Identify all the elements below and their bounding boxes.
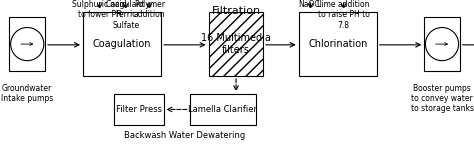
Text: Lime addition
to raise PH to
7.8: Lime addition to raise PH to 7.8 <box>318 0 370 30</box>
Bar <box>83 12 161 76</box>
Text: Filtration: Filtration <box>211 6 261 16</box>
Text: Backwash Water Dewatering: Backwash Water Dewatering <box>124 131 246 140</box>
Bar <box>190 94 256 125</box>
Text: Lamella Clarifier: Lamella Clarifier <box>188 105 257 114</box>
Bar <box>209 12 263 76</box>
Text: Booster pumps
to convey water
to storage tanks: Booster pumps to convey water to storage… <box>411 84 474 113</box>
Text: Sulphuric acid
to lower PH: Sulphuric acid to lower PH <box>73 0 127 19</box>
Ellipse shape <box>10 28 44 61</box>
Bar <box>9 17 45 71</box>
Text: Filter Press: Filter Press <box>116 105 162 114</box>
Bar <box>424 17 460 71</box>
Text: Polymer
addition: Polymer addition <box>134 0 165 19</box>
Bar <box>114 94 164 125</box>
Bar <box>299 12 377 76</box>
Text: NaOCl: NaOCl <box>299 0 322 9</box>
Text: Coagulation: Coagulation <box>93 39 151 49</box>
Text: Groundwater
Intake pumps: Groundwater Intake pumps <box>1 84 53 103</box>
Text: Coagulant
Ferric
Sulfate: Coagulant Ferric Sulfate <box>106 0 146 30</box>
Text: Chlorination: Chlorination <box>308 39 367 49</box>
Text: 16 Multimedia
filters: 16 Multimedia filters <box>201 33 271 55</box>
Ellipse shape <box>426 28 458 61</box>
